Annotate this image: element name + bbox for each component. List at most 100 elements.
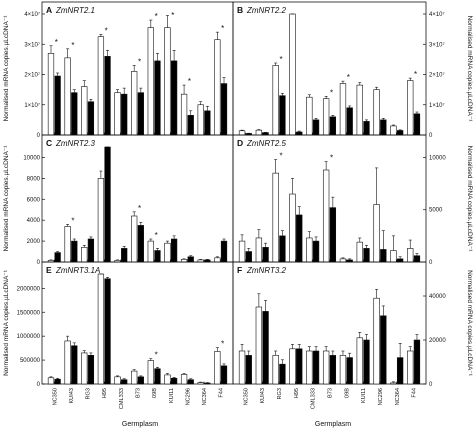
y-axis-title: Normalised mRNA copies.µLcDNA⁻¹	[466, 270, 473, 377]
bar-open	[47, 377, 55, 385]
significance-star: *	[105, 26, 108, 35]
bar-open	[339, 355, 347, 385]
panel-B: B ZmNRT2.2 0 1×10⁷ 2×10⁷ 3×10⁷ 4×10⁷ Normalised…	[232, 1, 473, 139]
bar-filled	[329, 207, 337, 263]
bar-open	[356, 84, 363, 136]
bar-open	[255, 306, 263, 385]
y-tick-label: 4000	[27, 218, 41, 224]
germplasm-label: RG3	[86, 388, 92, 400]
bar-filled	[346, 357, 353, 385]
panel-letter: E	[46, 265, 52, 275]
bar-filled	[87, 355, 95, 385]
y-tick-label: 40000	[429, 294, 446, 300]
bar-open	[214, 39, 221, 136]
bar-open	[407, 350, 414, 385]
significance-star: *	[71, 216, 74, 225]
bar-filled	[71, 92, 78, 136]
bar-open	[47, 53, 55, 136]
bar-filled	[204, 110, 211, 136]
y-tick-label: 0	[429, 133, 433, 139]
significance-star: *	[171, 11, 174, 20]
bar-open	[131, 215, 138, 263]
bar-open	[373, 89, 380, 136]
y-tick-label: 0	[429, 260, 433, 266]
bar-open	[407, 80, 414, 136]
bar-filled	[71, 345, 78, 385]
y-tick-label: 10000	[429, 155, 446, 161]
bar-open	[238, 240, 246, 263]
y-tick-label: 2000000	[17, 286, 41, 292]
bar-open	[306, 237, 313, 263]
bar-open	[272, 172, 279, 263]
bar-open	[147, 240, 154, 263]
bar-filled	[329, 116, 337, 136]
bar-filled	[187, 379, 194, 385]
y-axis-title: Normalised mRNA copies.µLcDNA⁻¹	[3, 145, 10, 252]
bar-filled	[413, 339, 421, 385]
panel-F: F ZmNRT3.2 0 20000 40000 Normalised mRNA copi…	[232, 261, 473, 388]
germplasm-label: B73	[328, 388, 334, 398]
bar-open	[322, 350, 330, 385]
bar-open	[64, 340, 71, 385]
bar-open	[289, 193, 296, 263]
germplasm-label: NC296	[378, 388, 384, 405]
y-tick-label: 1500000	[17, 310, 41, 316]
bar-filled	[279, 363, 286, 385]
significance-star: *	[71, 41, 74, 50]
bar-filled	[363, 248, 370, 263]
bar-open	[322, 169, 330, 263]
bar-open	[97, 178, 105, 263]
bar-filled	[279, 95, 286, 136]
bar-filled	[312, 119, 320, 136]
bar-filled	[121, 93, 128, 136]
germplasm-label: 09B	[344, 388, 350, 398]
bar-open	[390, 250, 397, 263]
bar-open	[390, 382, 397, 385]
bar-filled	[87, 101, 95, 136]
bar-filled	[154, 368, 161, 385]
bar-filled	[262, 247, 269, 263]
bar-open	[214, 257, 221, 263]
bar-filled	[137, 225, 144, 263]
x-axis-title-right: Germplasm	[315, 421, 351, 428]
panel-frame	[232, 1, 427, 136]
panel-letter: B	[237, 5, 243, 15]
y-tick-label: 3×10⁷	[429, 41, 445, 48]
germplasm-label: KUI43	[260, 388, 266, 404]
y-tick-label: 0	[37, 133, 41, 139]
bar-open	[390, 125, 397, 136]
y-tick-label: 3×10⁷	[24, 41, 40, 48]
bar-filled	[262, 311, 269, 385]
bar-open	[289, 348, 296, 385]
bar-filled	[104, 56, 111, 136]
panel-C: C ZmNRT2.3 0 2000 4000 6000 8000 10000 Normalise…	[3, 134, 234, 266]
bar-open	[306, 350, 313, 385]
panel-gene-name: ZmNRT2.5	[246, 139, 287, 148]
bar-filled	[54, 378, 61, 385]
y-tick-label: 0	[429, 382, 433, 388]
significance-star: *	[188, 77, 191, 86]
bar-filled	[312, 350, 320, 385]
bar-open	[164, 374, 171, 385]
panel-gene-name: ZmNRT2.1	[55, 6, 95, 15]
panel-letter: D	[237, 138, 243, 148]
significance-star: *	[155, 12, 158, 21]
bar-open	[373, 204, 380, 263]
panels: A ZmNRT2.1 0 1×10⁷ 2×10⁷ 3×10⁷ 4×10⁷ Normalised…	[3, 1, 473, 388]
germplasm-label: NC364	[202, 388, 208, 405]
bar-filled	[170, 238, 178, 263]
bar-open	[180, 93, 188, 136]
bar-open	[339, 258, 347, 263]
panel-gene-name: ZmNRT2.2	[246, 6, 287, 15]
bar-filled	[170, 377, 178, 385]
bar-filled	[154, 60, 161, 136]
bar-filled	[121, 248, 128, 263]
y-tick-label: 2×10⁷	[24, 72, 40, 79]
y-tick-label: 0	[37, 260, 41, 266]
bar-open	[64, 226, 71, 263]
bar-filled	[396, 357, 404, 385]
bar-filled	[54, 252, 61, 263]
bar-open	[339, 83, 347, 136]
germplasm-label: RG3	[277, 388, 283, 400]
bar-filled	[396, 130, 404, 136]
